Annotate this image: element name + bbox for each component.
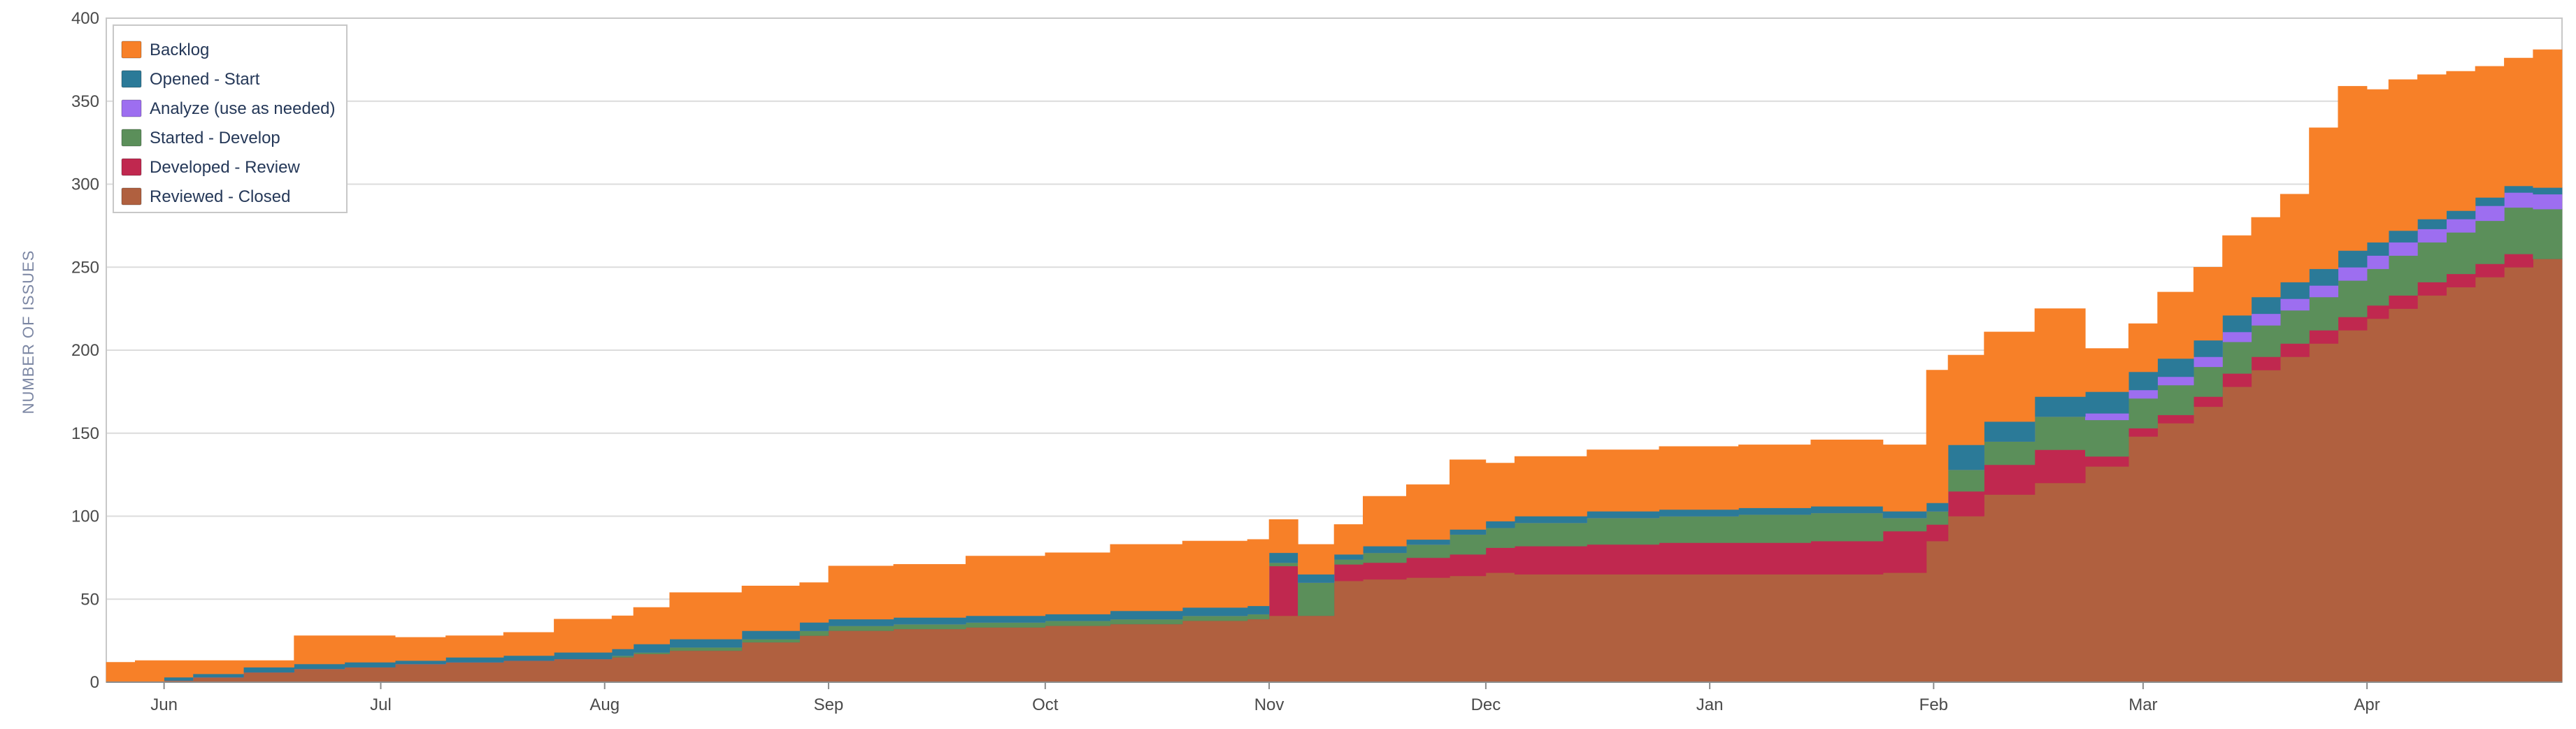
x-tick-label: Sep <box>814 695 844 714</box>
legend-label: Opened - Start <box>150 70 260 89</box>
x-tick-label: Jul <box>370 695 392 714</box>
x-tick-label: Aug <box>589 695 620 714</box>
y-tick-label: 150 <box>71 424 99 443</box>
x-tick-label: Oct <box>1032 695 1059 714</box>
y-tick-label: 250 <box>71 258 99 277</box>
legend-label: Started - Develop <box>150 129 280 147</box>
legend-swatch <box>121 99 142 117</box>
legend-label: Developed - Review <box>150 158 300 177</box>
x-tick-label: Nov <box>1254 695 1285 714</box>
legend-swatch <box>121 129 142 147</box>
area-series-backlog <box>106 49 2563 683</box>
y-tick-label: 300 <box>71 175 99 194</box>
x-tick-label: Jun <box>150 695 178 714</box>
legend-swatch <box>121 41 142 59</box>
y-axis-title: NUMBER OF ISSUES <box>20 250 37 414</box>
legend-label: Analyze (use as needed) <box>150 99 336 118</box>
x-tick-label: Jan <box>1696 695 1724 714</box>
legend: Backlog Opened - Start Analyze (use as nee… <box>113 24 348 213</box>
area-layer <box>106 49 2563 683</box>
legend-swatch <box>121 187 142 205</box>
x-tick-label: Feb <box>1919 695 1948 714</box>
x-tick-label: Dec <box>1471 695 1501 714</box>
legend-label: Reviewed - Closed <box>150 187 290 206</box>
y-tick-label: 400 <box>71 9 99 28</box>
legend-swatch <box>121 70 142 88</box>
axis-layer: 0 50 100 150 200 250 300 350 400 Jun Jul Aug Sep Oct N… <box>71 9 2562 714</box>
y-tick-label: 200 <box>71 341 99 360</box>
legend-box <box>113 24 348 213</box>
legend-swatch <box>121 158 142 176</box>
legend-label: Backlog <box>150 41 209 59</box>
y-tick-label: 50 <box>80 590 99 609</box>
x-tick-label: Apr <box>2354 695 2380 714</box>
y-tick-label: 100 <box>71 507 99 526</box>
x-tick-label: Mar <box>2128 695 2157 714</box>
y-tick-label: 0 <box>90 673 99 692</box>
y-tick-label: 350 <box>71 92 99 111</box>
